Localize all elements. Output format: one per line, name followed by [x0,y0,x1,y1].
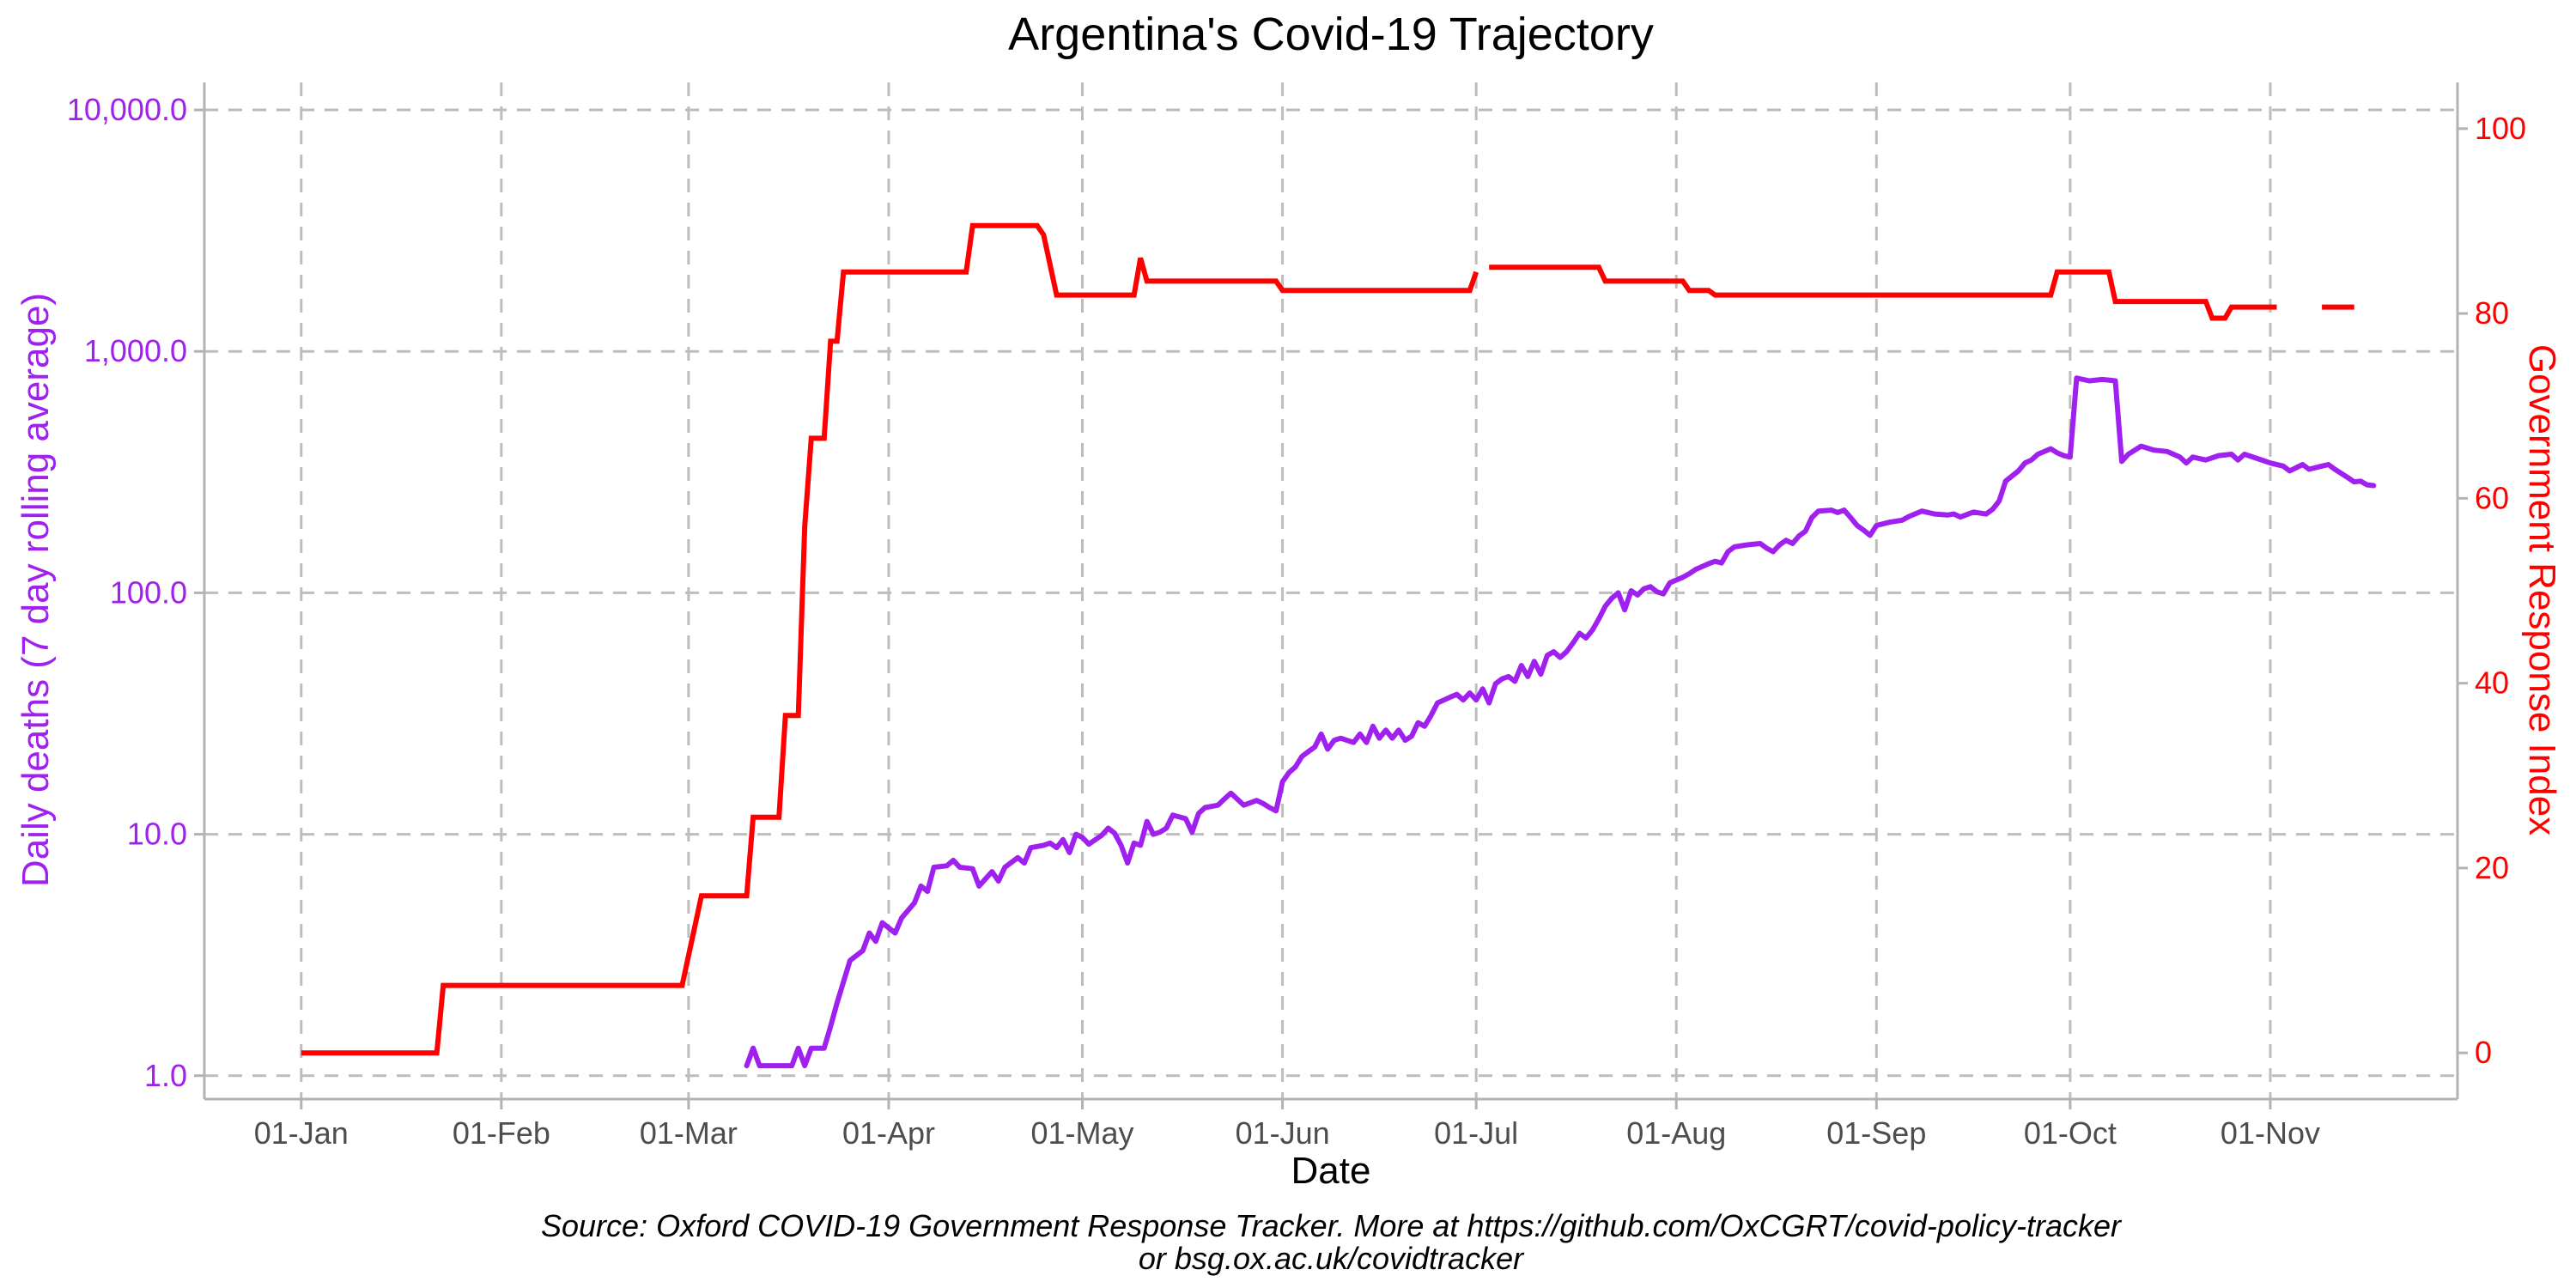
right-tick-label: 20 [2475,850,2509,885]
right-tick-label: 60 [2475,480,2509,515]
chart-title: Argentina's Covid-19 Trajectory [1008,9,1654,60]
plot-area [301,222,2377,1069]
left-axis-title: Daily deaths (7 day rolling average) [15,293,57,887]
left-tick-label: 10.0 [127,817,187,852]
x-tick-label: 01-Oct [2024,1115,2117,1151]
x-tick-label: 01-Feb [453,1115,550,1151]
x-tick-label: 01-Sep [1826,1115,1926,1151]
left-tick-label: 10,000.0 [67,92,187,127]
x-tick-label: 01-Jun [1236,1115,1330,1151]
right-tick-label: 80 [2475,295,2509,331]
x-tick-label: 01-Mar [640,1115,738,1151]
x-tick-label: 01-Jan [254,1115,349,1151]
right-tick-label: 0 [2475,1035,2492,1070]
x-tick-label: 01-Nov [2221,1115,2320,1151]
right-tick-label: 40 [2475,665,2509,701]
x-axis-title: Date [1291,1150,1371,1192]
left-tick-label: 1.0 [144,1058,187,1093]
caption-line-1: Source: Oxford COVID-19 Government Respo… [541,1208,2123,1243]
axes: 01-Jan 01-Feb 01-Mar 01-Apr 01-May 01-Jun 01-J… [67,82,2526,1151]
deaths-series-line [744,375,2377,1069]
x-tick-label: 01-Apr [842,1115,935,1151]
caption-line-2: or bsg.ox.ac.uk/covidtracker [1139,1241,1525,1276]
right-tick-label: 100 [2475,111,2526,146]
left-tick-label: 1,000.0 [84,333,187,368]
right-axis-title: Government Response Index [2521,344,2563,835]
x-tick-label: 01-Jul [1434,1115,1518,1151]
x-tick-label: 01-May [1031,1115,1134,1151]
response-series-segment [1489,264,2277,321]
grid [204,82,2458,1099]
x-tick-label: 01-Aug [1626,1115,1726,1151]
response-series-segment [301,222,1479,1056]
left-tick-label: 100.0 [110,574,187,610]
